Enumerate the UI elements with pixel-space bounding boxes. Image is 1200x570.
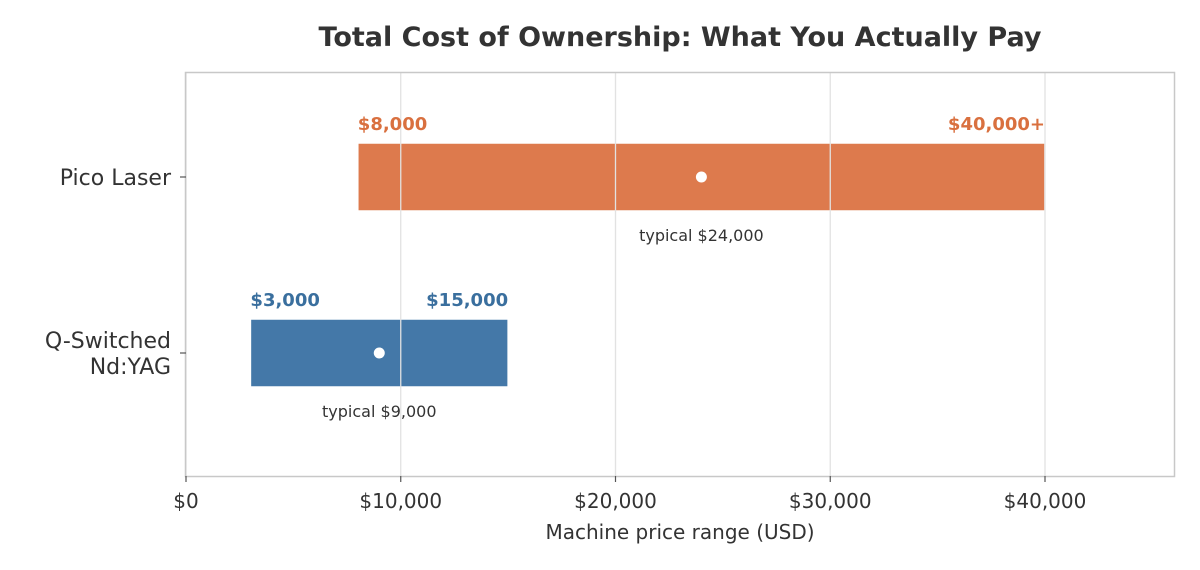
x-axis-label: Machine price range (USD)	[545, 520, 814, 544]
plot-frame	[184, 71, 1176, 478]
x-tick-label: $30,000	[789, 489, 872, 513]
min-price-label: $8,000	[358, 114, 427, 135]
max-price-label: $40,000+	[948, 114, 1045, 135]
chart-title: Total Cost of Ownership: What You Actual…	[318, 22, 1041, 53]
bars	[249, 142, 1046, 388]
typical-marker	[373, 347, 385, 359]
min-price-label: $3,000	[250, 290, 319, 311]
category-label: Nd:YAG	[90, 355, 171, 380]
x-tick-label: $20,000	[574, 489, 657, 513]
max-price-label: $15,000	[426, 290, 508, 311]
category-label: Pico Laser	[60, 166, 172, 191]
x-tick-label: $40,000	[1004, 489, 1087, 513]
typical-marker	[695, 171, 707, 183]
typical-price-label: typical $9,000	[322, 402, 436, 421]
data-labels: $8,000 $40,000+ typical $24,000 $3,000 $15,0…	[250, 114, 1045, 421]
x-tick-label: $10,000	[359, 489, 442, 513]
category-label: Q-Switched	[45, 329, 171, 354]
axis-ticks: $0 $10,000 $20,000 $30,000 $40,000 Pico Laser…	[45, 166, 1086, 513]
grid-lines	[185, 73, 1046, 476]
typical-price-label: typical $24,000	[639, 226, 764, 245]
x-tick-label: $0	[173, 489, 198, 513]
